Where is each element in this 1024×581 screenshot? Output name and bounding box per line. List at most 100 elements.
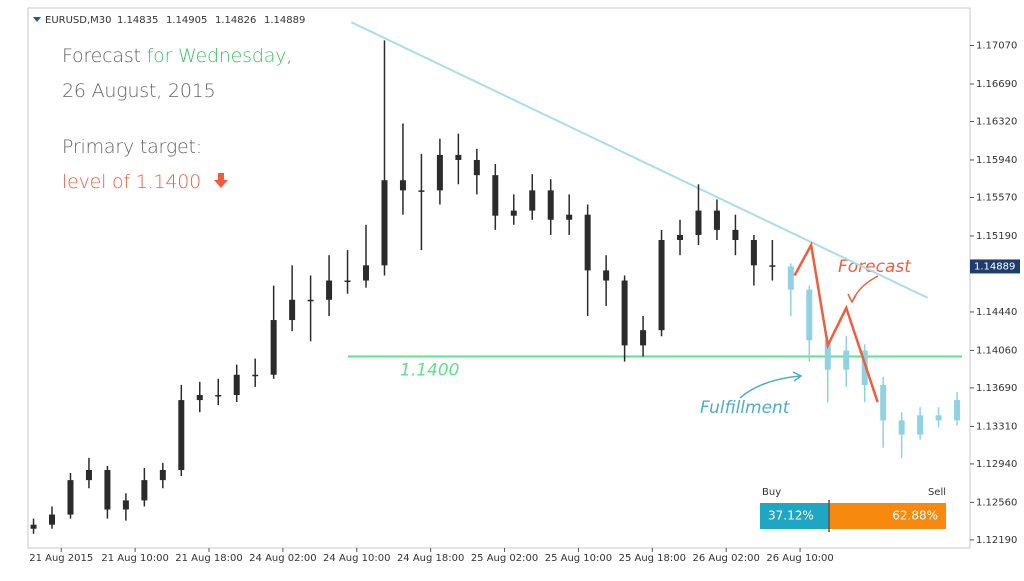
candle-body bbox=[695, 210, 702, 235]
x-tick-label: 25 Aug 18:00 bbox=[619, 553, 686, 564]
sell-label: Sell bbox=[928, 487, 946, 498]
heading-comma: , bbox=[286, 45, 293, 67]
x-tick-label: 26 Aug 10:00 bbox=[766, 553, 833, 564]
candle-body bbox=[880, 384, 887, 421]
level-label: 1.1400 bbox=[400, 361, 459, 381]
candle-body bbox=[418, 190, 425, 192]
sell-value: 62.88% bbox=[892, 509, 938, 523]
candle-body bbox=[713, 210, 720, 230]
candle-body bbox=[215, 395, 222, 397]
x-tick-label: 26 Aug 02:00 bbox=[692, 553, 759, 564]
candle-body bbox=[159, 469, 166, 481]
candle-body bbox=[381, 180, 388, 266]
candle-body bbox=[750, 240, 757, 266]
candle-body bbox=[806, 289, 813, 341]
candle-body bbox=[270, 320, 277, 375]
candle-body bbox=[455, 154, 462, 160]
candle-body bbox=[399, 180, 406, 191]
candle-body bbox=[85, 469, 92, 481]
x-tick-label: 24 Aug 18:00 bbox=[397, 553, 464, 564]
candle-body bbox=[529, 190, 536, 211]
plot-frame bbox=[27, 7, 971, 549]
candle-body bbox=[954, 400, 961, 421]
candle-body bbox=[584, 214, 591, 271]
price-label: 1.14889 bbox=[974, 261, 1015, 272]
buy-label: Buy bbox=[762, 487, 781, 498]
candle-body bbox=[677, 234, 684, 241]
y-tick-label: 1.13310 bbox=[976, 421, 1017, 432]
candle-body bbox=[141, 480, 148, 501]
down-arrow bbox=[213, 173, 228, 188]
target-title: Primary target: bbox=[62, 136, 202, 158]
candle-body bbox=[787, 266, 794, 290]
fulfillment-label: Fulfillment bbox=[700, 398, 791, 418]
candle-body bbox=[344, 280, 351, 283]
candle-body bbox=[252, 374, 259, 377]
candle-body bbox=[547, 190, 554, 220]
quote-high: 1.14905 bbox=[166, 15, 207, 26]
target-text: level of 1.1400 bbox=[62, 171, 202, 193]
y-tick-label: 1.12560 bbox=[976, 497, 1017, 508]
forecast-line bbox=[793, 241, 879, 403]
candle-body bbox=[492, 175, 499, 216]
candle-body bbox=[233, 374, 240, 396]
candle-body bbox=[326, 280, 333, 300]
candle-body bbox=[658, 240, 665, 331]
heading-day: for Wednesday bbox=[146, 45, 287, 67]
candle-body bbox=[917, 415, 924, 435]
candle-body bbox=[49, 514, 56, 525]
candle-body bbox=[122, 500, 129, 510]
y-tick-label: 1.17070 bbox=[976, 40, 1017, 51]
quote-close: 1.14889 bbox=[264, 15, 305, 26]
candle-body bbox=[603, 270, 610, 281]
quote-low: 1.14826 bbox=[215, 15, 256, 26]
candle-body bbox=[436, 154, 443, 191]
y-tick-label: 1.16690 bbox=[976, 79, 1017, 90]
x-tick-label: 21 Aug 10:00 bbox=[101, 553, 168, 564]
y-tick-label: 1.12940 bbox=[976, 459, 1017, 470]
y-tick-label: 1.15190 bbox=[976, 231, 1017, 242]
y-tick-label: 1.14060 bbox=[976, 345, 1017, 356]
candle-body bbox=[566, 214, 573, 220]
candle-body bbox=[769, 265, 776, 267]
candle-body bbox=[30, 524, 37, 529]
x-tick-label: 25 Aug 10:00 bbox=[545, 553, 612, 564]
y-tick-label: 1.15940 bbox=[976, 155, 1017, 166]
symbol: EURUSD,M30 bbox=[45, 15, 111, 26]
forecast-label: Forecast bbox=[838, 257, 912, 277]
target-level: level of 1.1400 bbox=[62, 171, 229, 193]
candle-body bbox=[732, 229, 739, 241]
fulfillment-arrow bbox=[739, 375, 801, 399]
x-tick-label: 21 Aug 2015 bbox=[29, 553, 93, 564]
candle-body bbox=[843, 350, 850, 370]
y-tick-label: 1.15570 bbox=[976, 192, 1017, 203]
candle-body bbox=[196, 395, 203, 401]
y-tick-label: 1.12190 bbox=[976, 535, 1017, 546]
candle-body bbox=[289, 299, 296, 321]
heading-word: Forecast bbox=[62, 45, 141, 67]
candle-body bbox=[640, 330, 647, 346]
fulfillment-arrowhead bbox=[792, 371, 803, 382]
x-tick-label: 24 Aug 02:00 bbox=[249, 553, 316, 564]
candle-body bbox=[473, 159, 480, 176]
buy-bar bbox=[760, 503, 830, 529]
y-tick-label: 1.16320 bbox=[976, 116, 1017, 127]
x-tick-label: 25 Aug 02:00 bbox=[471, 553, 538, 564]
candle-body bbox=[104, 469, 111, 510]
x-tick-label: 24 Aug 10:00 bbox=[323, 553, 390, 564]
candle-body bbox=[307, 299, 314, 302]
quote-open: 1.14835 bbox=[117, 15, 158, 26]
menu-arrow[interactable] bbox=[33, 17, 41, 22]
candle-body bbox=[510, 210, 517, 216]
sell-bar bbox=[829, 503, 946, 529]
buy-value: 37.12% bbox=[768, 509, 814, 523]
candle-body bbox=[67, 480, 74, 515]
candle-body bbox=[861, 350, 868, 385]
candle-body bbox=[898, 420, 905, 435]
price-box bbox=[970, 259, 1020, 274]
candle-body bbox=[824, 340, 831, 370]
forecast-date: 26 August, 2015 bbox=[62, 80, 216, 102]
trendline bbox=[350, 21, 928, 299]
